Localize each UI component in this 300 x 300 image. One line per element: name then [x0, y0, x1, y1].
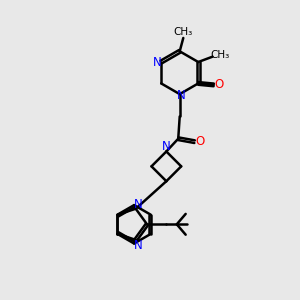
Text: N: N [134, 198, 142, 211]
Text: N: N [162, 140, 171, 153]
Text: N: N [134, 239, 142, 252]
Text: N: N [153, 56, 162, 68]
Text: O: O [195, 135, 205, 148]
Text: CH₃: CH₃ [210, 50, 230, 60]
Text: N: N [177, 89, 186, 102]
Text: CH₃: CH₃ [174, 27, 193, 37]
Text: O: O [214, 78, 224, 92]
